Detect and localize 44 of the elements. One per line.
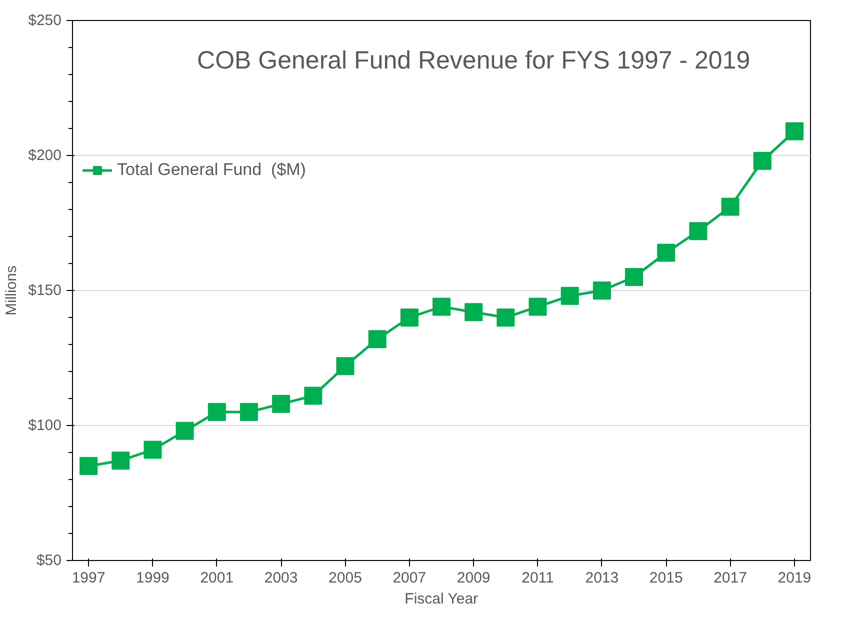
point	[112, 452, 130, 470]
point	[721, 198, 740, 216]
x-tick-label: 2003	[264, 570, 298, 586]
point	[560, 286, 579, 305]
x-tick-label: 2001	[200, 570, 234, 586]
y-axis-title: Millions	[3, 265, 20, 316]
x-tick-label: 1997	[72, 570, 106, 586]
point	[304, 386, 322, 405]
point	[753, 152, 772, 170]
point	[240, 403, 258, 421]
point	[496, 308, 515, 326]
point	[80, 457, 98, 475]
x-tick-label: 2019	[778, 570, 812, 586]
legend-label: Total General Fund ($M)	[117, 160, 306, 180]
point	[592, 282, 611, 300]
x-tick-label: 1999	[136, 570, 170, 586]
y-tick-label: $250	[28, 12, 62, 29]
y-tick-label: $50	[36, 552, 62, 569]
point	[528, 298, 547, 316]
point	[657, 244, 676, 262]
point	[176, 422, 194, 440]
x-axis-title: Fiscal Year	[404, 590, 478, 608]
point	[785, 122, 804, 140]
point	[208, 403, 226, 421]
y-tick-label: $200	[28, 147, 62, 164]
point	[625, 268, 644, 286]
point	[272, 394, 290, 413]
x-tick-label: 2011	[522, 570, 554, 586]
point	[144, 440, 162, 459]
x-tick-label: 2015	[649, 570, 683, 586]
point	[400, 308, 418, 326]
x-tick-label: 2005	[328, 570, 362, 586]
x-tick-label: 2013	[585, 570, 619, 586]
y-tick-label: $150	[28, 282, 62, 299]
point	[432, 298, 450, 316]
x-tick-label: 2017	[714, 570, 747, 586]
point	[336, 357, 354, 376]
text: COB General Fund Revenue for FYS 1997 - 2019	[197, 46, 750, 74]
x-tick-label: 2009	[456, 570, 490, 586]
point	[368, 330, 386, 348]
x-tick-label: 2007	[392, 570, 426, 586]
y-tick-label: $100	[28, 417, 62, 434]
point	[464, 303, 483, 322]
point	[689, 222, 708, 240]
